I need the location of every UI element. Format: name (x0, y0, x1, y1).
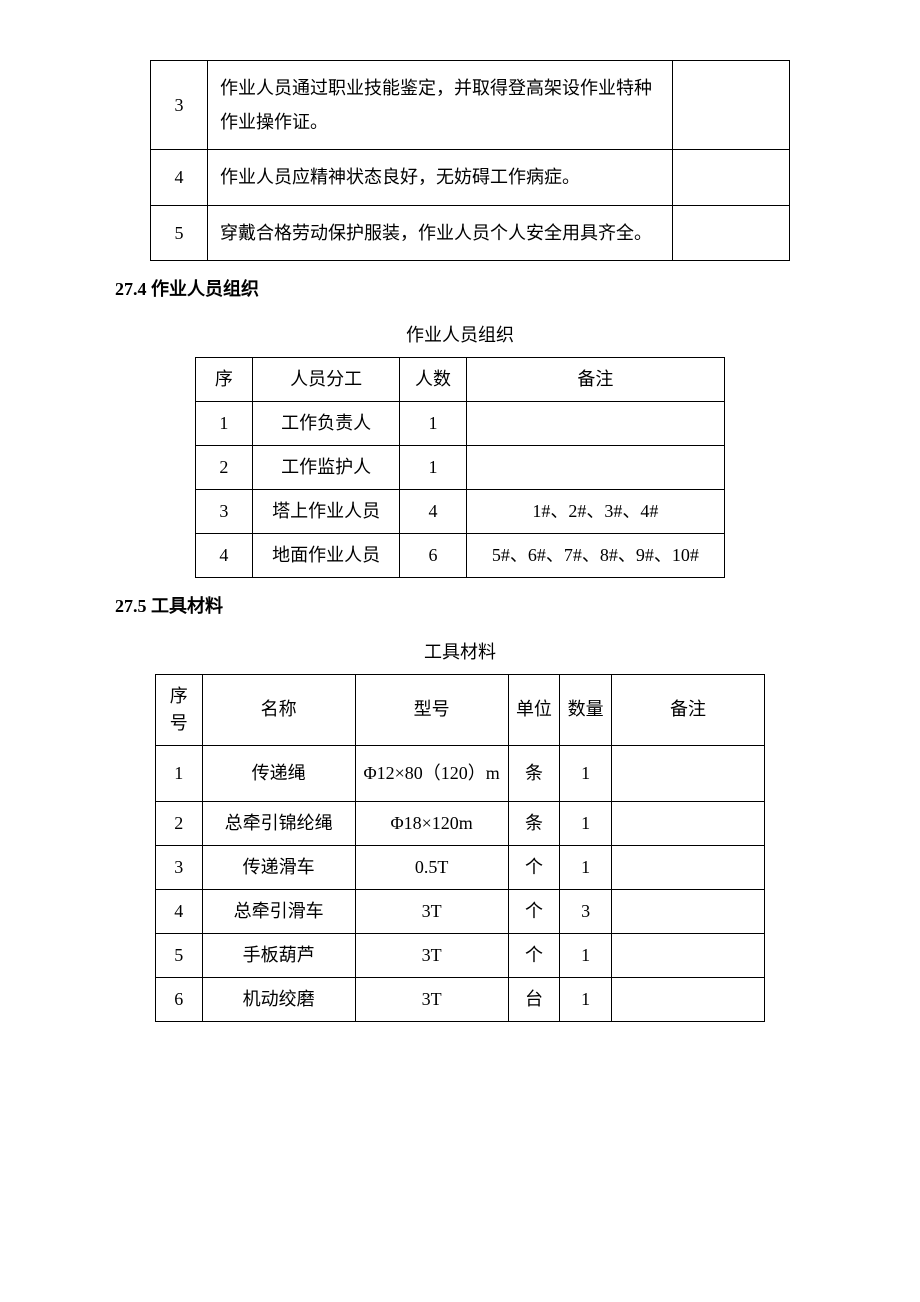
cell-num: 1 (196, 401, 253, 445)
table-row: 2 总牵引锦纶绳 Φ18×120m 条 1 (156, 802, 765, 846)
header-num: 序 (196, 357, 253, 401)
cell-note: 5#、6#、7#、8#、9#、10# (466, 533, 724, 577)
cell-note (611, 802, 764, 846)
cell-role: 工作监护人 (252, 445, 400, 489)
table-header-row: 序 人员分工 人数 备注 (196, 357, 725, 401)
cell-note (466, 445, 724, 489)
row-number: 5 (151, 205, 208, 260)
cell-name: 传递滑车 (202, 846, 355, 890)
table-row: 5 手板葫芦 3T 个 1 (156, 934, 765, 978)
cell-role: 工作负责人 (252, 401, 400, 445)
cell-note (466, 401, 724, 445)
table-header-row: 序号 名称 型号 单位 数量 备注 (156, 674, 765, 745)
table-row: 5 穿戴合格劳动保护服装，作业人员个人安全用具齐全。 (151, 205, 790, 260)
table-row: 3 作业人员通过职业技能鉴定，并取得登高架设作业特种作业操作证。 (151, 61, 790, 150)
table-row: 2 工作监护人 1 (196, 445, 725, 489)
cell-num: 2 (196, 445, 253, 489)
header-unit: 单位 (508, 674, 560, 745)
table-row: 3 传递滑车 0.5T 个 1 (156, 846, 765, 890)
cell-role: 地面作业人员 (252, 533, 400, 577)
cell-model: 3T (355, 978, 508, 1022)
cell-name: 机动绞磨 (202, 978, 355, 1022)
personnel-table: 序 人员分工 人数 备注 1 工作负责人 1 2 工作监护人 1 3 塔上作业人… (195, 357, 725, 578)
cell-note (611, 978, 764, 1022)
cell-name: 传递绳 (202, 745, 355, 802)
table-row: 1 工作负责人 1 (196, 401, 725, 445)
cell-unit: 个 (508, 846, 560, 890)
cell-num: 2 (156, 802, 203, 846)
cell-num: 4 (156, 890, 203, 934)
cell-qty: 1 (560, 934, 612, 978)
cell-num: 5 (156, 934, 203, 978)
cell-note (611, 890, 764, 934)
table-row: 1 传递绳 Φ12×80（120）m 条 1 (156, 745, 765, 802)
header-count: 人数 (400, 357, 466, 401)
section-heading-personnel: 27.4 作业人员组织 (115, 275, 865, 301)
cell-qty: 1 (560, 802, 612, 846)
cell-name: 总牵引锦纶绳 (202, 802, 355, 846)
cell-num: 4 (196, 533, 253, 577)
row-number: 4 (151, 150, 208, 205)
cell-count: 6 (400, 533, 466, 577)
cell-qty: 1 (560, 745, 612, 802)
table-row: 4 地面作业人员 6 5#、6#、7#、8#、9#、10# (196, 533, 725, 577)
header-qty: 数量 (560, 674, 612, 745)
header-note: 备注 (466, 357, 724, 401)
cell-model: Φ18×120m (355, 802, 508, 846)
cell-count: 4 (400, 489, 466, 533)
header-note: 备注 (611, 674, 764, 745)
header-role: 人员分工 (252, 357, 400, 401)
cell-model: 3T (355, 934, 508, 978)
table-row: 4 作业人员应精神状态良好，无妨碍工作病症。 (151, 150, 790, 205)
cell-model: Φ12×80（120）m (355, 745, 508, 802)
table-row: 6 机动绞磨 3T 台 1 (156, 978, 765, 1022)
row-note (673, 205, 790, 260)
cell-num: 6 (156, 978, 203, 1022)
table-row: 4 总牵引滑车 3T 个 3 (156, 890, 765, 934)
cell-note (611, 934, 764, 978)
table-caption-personnel: 作业人员组织 (55, 321, 865, 347)
cell-model: 3T (355, 890, 508, 934)
cell-role: 塔上作业人员 (252, 489, 400, 533)
cell-num: 3 (156, 846, 203, 890)
row-desc: 穿戴合格劳动保护服装，作业人员个人安全用具齐全。 (208, 205, 673, 260)
prerequisites-table: 3 作业人员通过职业技能鉴定，并取得登高架设作业特种作业操作证。 4 作业人员应… (150, 60, 790, 261)
cell-qty: 3 (560, 890, 612, 934)
table-row: 3 塔上作业人员 4 1#、2#、3#、4# (196, 489, 725, 533)
row-note (673, 61, 790, 150)
cell-unit: 个 (508, 934, 560, 978)
cell-unit: 台 (508, 978, 560, 1022)
row-note (673, 150, 790, 205)
tools-table: 序号 名称 型号 单位 数量 备注 1 传递绳 Φ12×80（120）m 条 1… (155, 674, 765, 1023)
cell-num: 3 (196, 489, 253, 533)
cell-unit: 条 (508, 745, 560, 802)
cell-note: 1#、2#、3#、4# (466, 489, 724, 533)
cell-name: 手板葫芦 (202, 934, 355, 978)
cell-qty: 1 (560, 978, 612, 1022)
cell-qty: 1 (560, 846, 612, 890)
cell-note (611, 846, 764, 890)
cell-unit: 条 (508, 802, 560, 846)
cell-count: 1 (400, 445, 466, 489)
row-number: 3 (151, 61, 208, 150)
cell-note (611, 745, 764, 802)
table-caption-tools: 工具材料 (55, 638, 865, 664)
header-model: 型号 (355, 674, 508, 745)
cell-model: 0.5T (355, 846, 508, 890)
section-heading-tools: 27.5 工具材料 (115, 592, 865, 618)
cell-name: 总牵引滑车 (202, 890, 355, 934)
row-desc: 作业人员应精神状态良好，无妨碍工作病症。 (208, 150, 673, 205)
header-name: 名称 (202, 674, 355, 745)
cell-num: 1 (156, 745, 203, 802)
cell-unit: 个 (508, 890, 560, 934)
cell-count: 1 (400, 401, 466, 445)
row-desc: 作业人员通过职业技能鉴定，并取得登高架设作业特种作业操作证。 (208, 61, 673, 150)
header-num: 序号 (156, 674, 203, 745)
